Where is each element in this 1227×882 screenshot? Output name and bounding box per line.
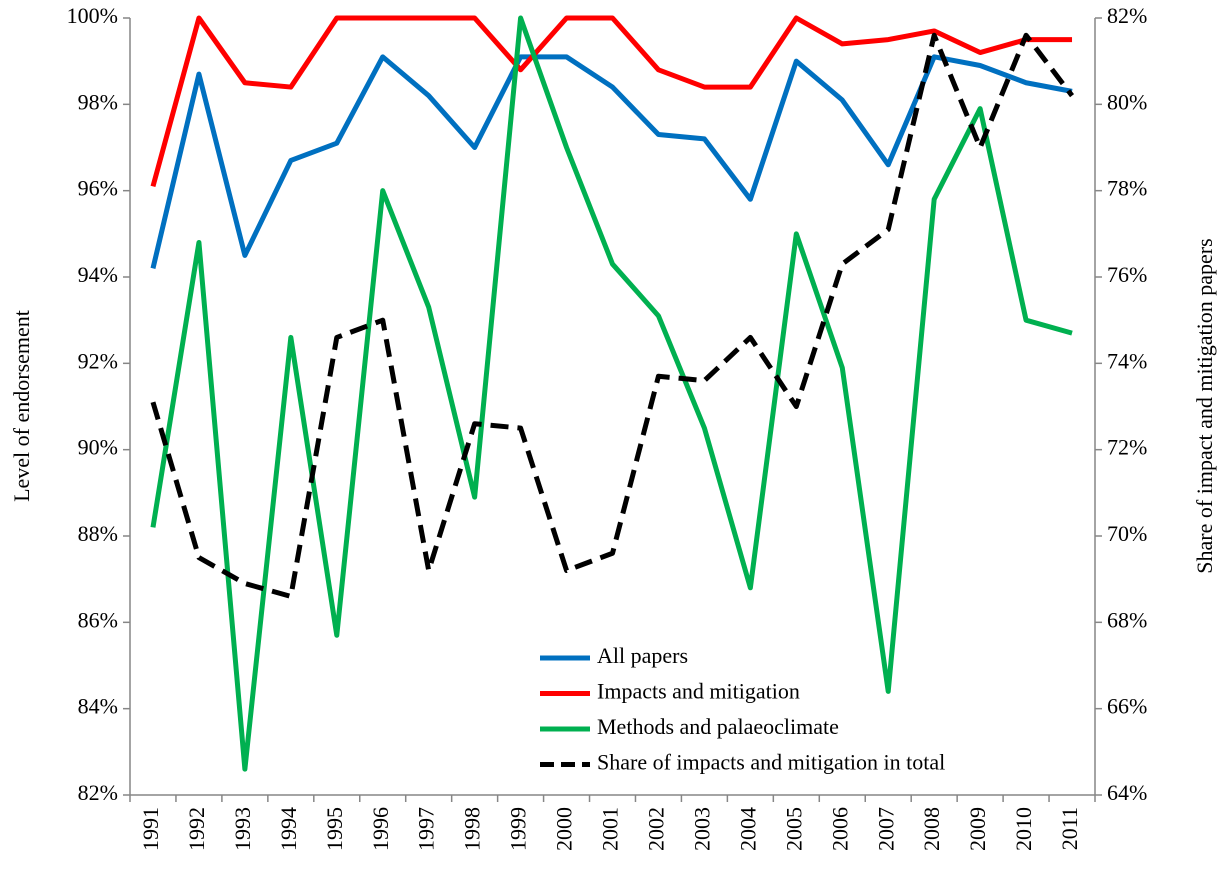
- x-tick-label: 2011: [1057, 807, 1082, 850]
- legend-label: Share of impacts and mitigation in total: [597, 750, 945, 775]
- y2-tick-label: 66%: [1107, 694, 1147, 719]
- y-tick-label: 96%: [78, 176, 118, 201]
- x-tick-label: 2008: [919, 807, 944, 851]
- x-tick-label: 2010: [1011, 807, 1036, 851]
- y-tick-label: 90%: [78, 435, 118, 460]
- y-tick-label: 94%: [78, 262, 118, 287]
- y2-tick-label: 68%: [1107, 607, 1147, 632]
- y-axis-label: Level of endorsement: [9, 310, 34, 502]
- y2-tick-label: 82%: [1107, 3, 1147, 28]
- x-tick-label: 2000: [552, 807, 577, 851]
- series-line: [150, 15, 1073, 772]
- y-tick-label: 84%: [78, 694, 118, 719]
- x-tick-label: 1997: [414, 807, 439, 851]
- legend-label: Impacts and mitigation: [597, 679, 800, 704]
- x-tick-label: 1996: [368, 807, 393, 851]
- x-tick-label: 2003: [689, 807, 714, 851]
- y2-axis-label: Share of impact and mitigation papers: [1192, 238, 1217, 573]
- x-tick-label: 1998: [460, 807, 485, 851]
- x-tick-label: 2007: [873, 807, 898, 851]
- y2-tick-label: 80%: [1107, 89, 1147, 114]
- x-tick-label: 1994: [276, 807, 301, 851]
- x-tick-label: 1991: [138, 807, 163, 851]
- y2-tick-label: 70%: [1107, 521, 1147, 546]
- series-line: [150, 32, 1075, 599]
- legend-label: Methods and palaeoclimate: [597, 714, 839, 739]
- x-tick-label: 2005: [781, 807, 806, 851]
- y-tick-label: 100%: [67, 3, 118, 28]
- y-tick-label: 98%: [78, 89, 118, 114]
- y-tick-label: 92%: [78, 348, 118, 373]
- y-tick-label: 88%: [78, 521, 118, 546]
- x-tick-label: 1995: [322, 807, 347, 851]
- y2-tick-label: 74%: [1107, 348, 1147, 373]
- y-tick-label: 82%: [78, 780, 118, 805]
- y2-tick-label: 64%: [1107, 780, 1147, 805]
- legend-label: All papers: [597, 643, 688, 668]
- x-tick-label: 2001: [598, 807, 623, 851]
- x-tick-label: 2009: [965, 807, 990, 851]
- y2-tick-label: 76%: [1107, 262, 1147, 287]
- y2-tick-label: 78%: [1107, 176, 1147, 201]
- series-line: [150, 15, 1073, 188]
- x-tick-label: 2004: [735, 807, 760, 851]
- x-tick-label: 1993: [230, 807, 255, 851]
- x-tick-label: 1999: [506, 807, 531, 851]
- x-tick-label: 1992: [184, 807, 209, 851]
- x-tick-label: 2006: [827, 807, 852, 851]
- y-tick-label: 86%: [78, 607, 118, 632]
- x-tick-label: 2002: [643, 807, 668, 851]
- y2-tick-label: 72%: [1107, 435, 1147, 460]
